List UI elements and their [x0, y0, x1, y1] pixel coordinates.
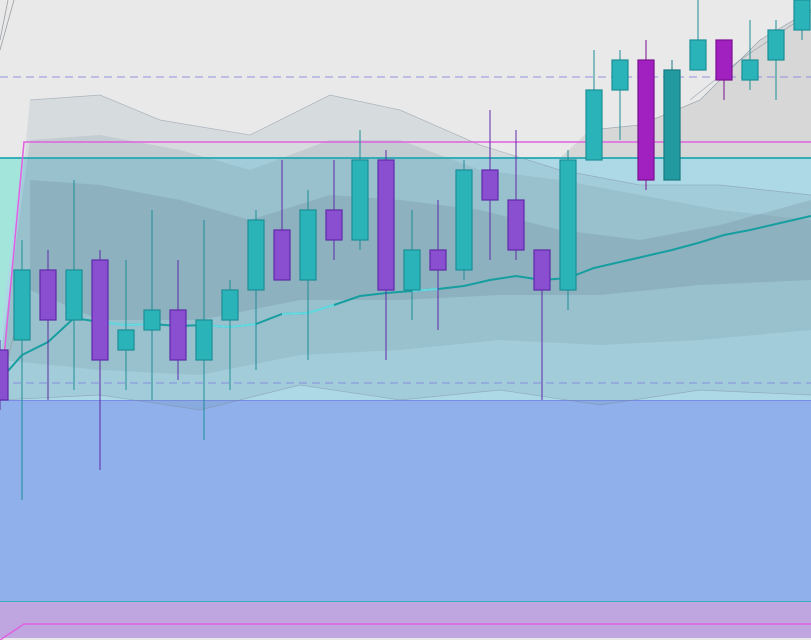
candle-body-6 — [143, 309, 161, 331]
candle-body-27 — [689, 39, 707, 71]
candle-4 — [91, 250, 109, 470]
candle-body-11 — [273, 229, 291, 281]
candle-15 — [377, 150, 395, 360]
candle-3 — [65, 180, 83, 390]
candle-body-21 — [533, 249, 551, 291]
candle-31 — [793, 0, 811, 40]
candle-18 — [455, 160, 473, 280]
candle-12 — [299, 190, 317, 360]
candle-7 — [169, 260, 187, 380]
left-entry-line-0 — [0, 0, 9, 41]
candle-17 — [429, 200, 447, 330]
candle-body-23 — [585, 89, 603, 161]
candle-27 — [689, 0, 707, 71]
candle-body-12 — [299, 209, 317, 281]
upper-envelope-line-2 — [689, 11, 811, 101]
candle-22 — [559, 150, 577, 310]
candle-0 — [0, 340, 9, 410]
candle-body-20 — [507, 199, 525, 251]
candle-body-29 — [741, 59, 759, 81]
candle-9 — [221, 280, 239, 390]
candle-10 — [247, 210, 265, 370]
candle-body-7 — [169, 309, 187, 361]
candle-2 — [39, 250, 57, 400]
candle-body-25 — [637, 59, 655, 181]
magenta-box-bottom — [0, 623, 811, 640]
band-outer-lower-line — [0, 384, 811, 411]
candle-body-16 — [403, 249, 421, 291]
candle-body-15 — [377, 159, 395, 291]
left-entry-wedge — [0, 158, 22, 340]
candle-21 — [533, 249, 551, 400]
candle-body-30 — [767, 29, 785, 61]
candle-body-5 — [117, 329, 135, 351]
candle-6 — [143, 210, 161, 400]
candle-body-14 — [351, 159, 369, 241]
candle-25 — [637, 40, 655, 190]
candle-body-24 — [611, 59, 629, 91]
candle-body-19 — [481, 169, 499, 201]
band-outer-upper-line — [29, 94, 811, 196]
candle-body-2 — [39, 269, 57, 321]
candle-11 — [273, 160, 291, 281]
candle-body-3 — [65, 269, 83, 321]
candle-body-0 — [0, 349, 9, 401]
candle-body-9 — [221, 289, 239, 321]
candle-body-10 — [247, 219, 265, 291]
bottom-violet-strip — [0, 602, 811, 638]
left-entry-line-1 — [0, 0, 15, 51]
candle-19 — [481, 110, 499, 260]
candle-8 — [195, 220, 213, 440]
upper-envelope-shade — [560, 10, 811, 158]
candle-body-8 — [195, 319, 213, 361]
candle-20 — [507, 130, 525, 260]
candle-13 — [325, 160, 343, 260]
candle-28 — [715, 39, 733, 100]
candle-16 — [403, 210, 421, 320]
candle-30 — [767, 20, 785, 100]
candle-29 — [741, 20, 759, 90]
moving-average-highlight-3 — [411, 288, 439, 292]
candle-24 — [611, 50, 629, 140]
candle-23 — [585, 50, 603, 161]
candle-body-17 — [429, 249, 447, 271]
candle-1 — [13, 240, 31, 500]
candle-body-26 — [663, 69, 681, 181]
candle-body-18 — [455, 169, 473, 271]
candle-body-13 — [325, 209, 343, 241]
candle-body-1 — [13, 269, 31, 341]
candle-body-4 — [91, 259, 109, 361]
candle-14 — [351, 130, 369, 250]
candle-5 — [117, 260, 135, 390]
magenta-box-top — [0, 141, 811, 401]
lower-zone — [0, 400, 811, 602]
candle-body-31 — [793, 0, 811, 31]
candle-26 — [663, 60, 681, 181]
candle-body-22 — [559, 159, 577, 291]
candle-body-28 — [715, 39, 733, 81]
